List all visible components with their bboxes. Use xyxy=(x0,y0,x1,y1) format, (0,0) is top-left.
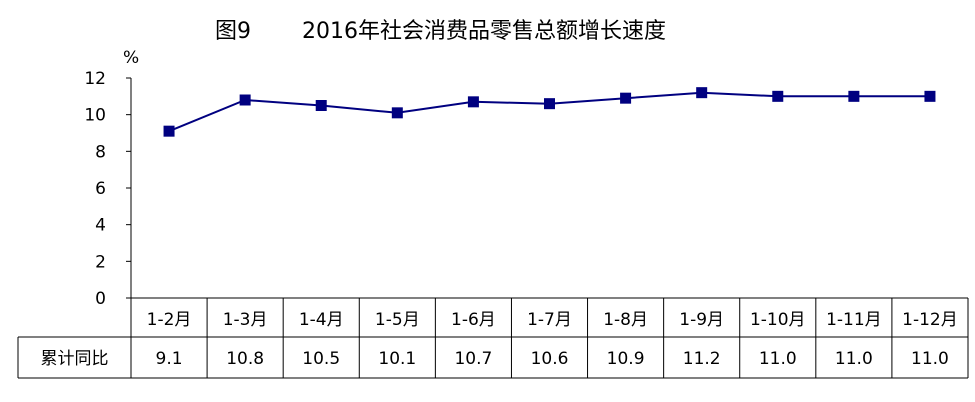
x-tick-label: 1-5月 xyxy=(375,310,420,330)
x-tick-label: 1-2月 xyxy=(147,310,192,330)
x-tick-label: 1-11月 xyxy=(826,310,882,330)
y-tick-label: 10 xyxy=(84,106,106,126)
data-label: 10.8 xyxy=(226,349,264,369)
y-tick-label: 8 xyxy=(95,142,106,162)
x-tick-label: 1-12月 xyxy=(902,310,958,330)
x-tick-label: 1-8月 xyxy=(603,310,648,330)
data-point xyxy=(696,87,708,99)
data-point xyxy=(239,94,251,106)
x-tick-label: 1-9月 xyxy=(679,310,724,330)
data-point xyxy=(924,90,936,102)
data-point xyxy=(467,96,479,108)
data-label: 11.0 xyxy=(835,349,873,369)
data-point xyxy=(772,90,784,102)
y-axis-unit: % xyxy=(123,48,139,68)
y-tick-label: 2 xyxy=(95,252,106,272)
y-tick-label: 0 xyxy=(95,289,106,309)
table-row-header: 累计同比 xyxy=(41,349,109,369)
x-tick-label: 1-6月 xyxy=(451,310,496,330)
data-label: 11.0 xyxy=(911,349,949,369)
x-tick-label: 1-7月 xyxy=(527,310,572,330)
y-tick-label: 4 xyxy=(95,216,106,236)
data-point xyxy=(620,92,632,104)
chart-title: 2016年社会消费品零售总额增长速度 xyxy=(302,19,666,44)
data-label: 10.1 xyxy=(378,349,416,369)
x-tick-label: 1-4月 xyxy=(299,310,344,330)
y-axis: 0 2 4 6 8 10 12 xyxy=(84,69,132,309)
data-point xyxy=(544,98,555,110)
data-label: 10.9 xyxy=(607,349,645,369)
data-label: 10.5 xyxy=(302,349,340,369)
data-table: 累计同比 1-2月 1-3月 1-4月 1-5月 1-6月 1-7月 1-8月 1-9月 1-10… xyxy=(17,297,969,379)
data-point xyxy=(315,100,327,111)
data-point xyxy=(163,125,175,137)
y-tick-label: 6 xyxy=(95,179,106,199)
data-label: 11.2 xyxy=(683,349,721,369)
data-label: 10.6 xyxy=(531,349,569,369)
data-point xyxy=(848,90,860,102)
data-point xyxy=(391,107,403,119)
data-label: 9.1 xyxy=(156,349,183,369)
x-tick-label: 1-10月 xyxy=(750,310,806,330)
data-label: 10.7 xyxy=(454,349,492,369)
figure-label: 图9 xyxy=(215,19,251,44)
y-tick-label: 12 xyxy=(84,69,106,89)
x-tick-label: 1-3月 xyxy=(223,310,268,330)
data-label: 11.0 xyxy=(759,349,797,369)
series-line xyxy=(163,87,936,137)
